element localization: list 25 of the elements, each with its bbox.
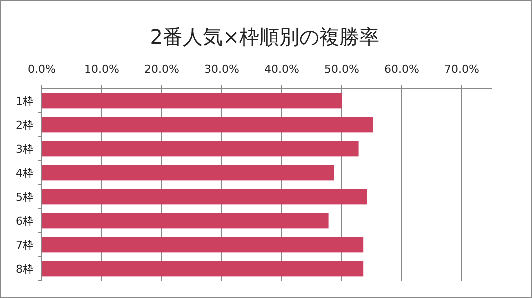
bar [42, 165, 334, 181]
bar [42, 237, 364, 253]
y-tick-label: 3枠 [16, 143, 34, 156]
y-tick-label: 2枠 [16, 119, 34, 132]
x-tick-label: 30.0% [204, 63, 240, 76]
chart-title: 2番人気×枠順別の複勝率 [150, 25, 380, 49]
bar [42, 261, 364, 277]
x-tick-label: 70.0% [444, 63, 480, 76]
y-tick-label: 6枠 [16, 215, 34, 228]
x-tick-label: 40.0% [264, 63, 300, 76]
y-tick-label: 4枠 [16, 167, 34, 180]
x-tick-label: 0.0% [28, 63, 56, 76]
x-tick-label: 20.0% [144, 63, 180, 76]
x-tick-label: 50.0% [324, 63, 360, 76]
bar [42, 93, 342, 109]
y-tick-label: 7枠 [16, 239, 34, 252]
bar [42, 213, 329, 229]
bar [42, 141, 359, 157]
x-tick-label: 10.0% [84, 63, 120, 76]
y-tick-label: 8枠 [16, 263, 34, 276]
y-tick-label: 5枠 [16, 191, 34, 204]
bar [42, 189, 368, 205]
x-tick-label: 60.0% [384, 63, 420, 76]
y-tick-label: 1枠 [16, 95, 34, 108]
bar [42, 117, 374, 133]
